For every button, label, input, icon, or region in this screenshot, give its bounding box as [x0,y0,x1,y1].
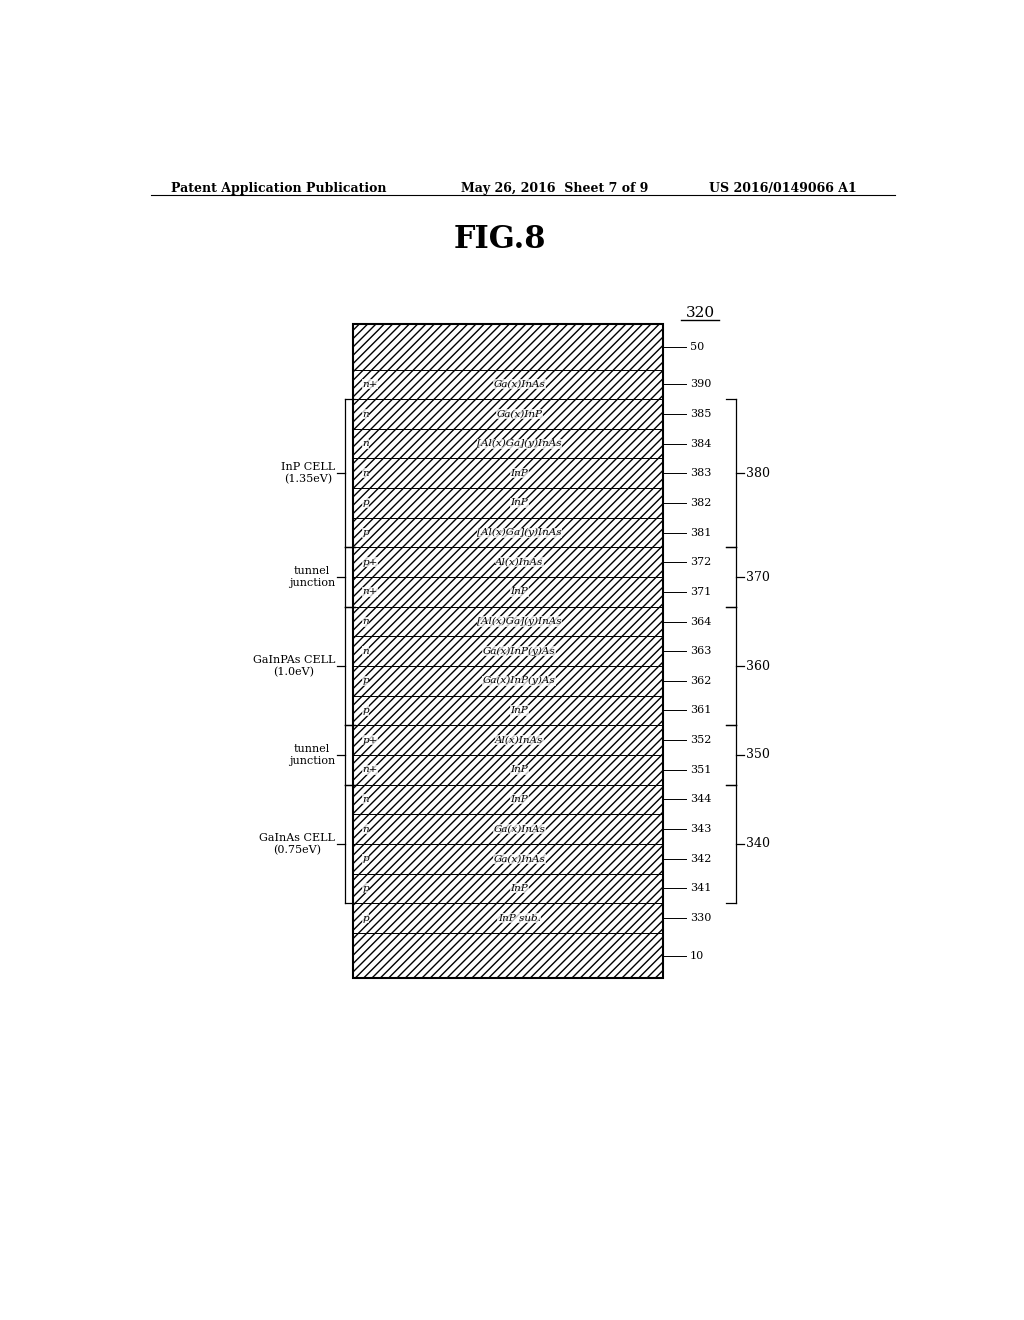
Text: 50: 50 [690,342,705,351]
Bar [352,755,663,784]
Text: Ga(x)InP(y)As: Ga(x)InP(y)As [483,647,556,656]
Text: n: n [362,795,369,804]
Bar [352,429,663,458]
Text: n: n [362,647,369,656]
Text: May 26, 2016  Sheet 7 of 9: May 26, 2016 Sheet 7 of 9 [461,182,648,194]
Bar [352,323,663,370]
Bar [352,636,663,667]
Text: InP: InP [511,469,528,478]
Bar [352,784,663,814]
Text: 330: 330 [690,913,712,923]
Bar [352,577,663,607]
Text: 320: 320 [685,306,715,321]
Text: n: n [362,440,369,449]
Bar [352,458,663,488]
Text: p: p [362,499,369,507]
Text: InP: InP [511,884,528,892]
Text: 362: 362 [690,676,712,686]
Text: InP: InP [511,587,528,597]
Text: Ga(x)InP: Ga(x)InP [497,409,543,418]
Text: p: p [362,706,369,715]
Bar [352,548,663,577]
Text: n: n [362,409,369,418]
Text: Ga(x)InAs: Ga(x)InAs [494,854,546,863]
Text: 360: 360 [746,660,770,672]
Text: n+: n+ [362,587,378,597]
Text: 371: 371 [690,587,711,597]
Text: p+: p+ [362,735,378,744]
Text: [Al(x)Ga](y)InAs: [Al(x)Ga](y)InAs [477,528,562,537]
Text: 390: 390 [690,379,712,389]
Text: 380: 380 [746,467,770,480]
Text: US 2016/0149066 A1: US 2016/0149066 A1 [710,182,857,194]
Text: n: n [362,825,369,833]
Text: InP sub.: InP sub. [498,913,541,923]
Text: InP CELL
(1.35eV): InP CELL (1.35eV) [281,462,335,484]
Bar [352,903,663,933]
Text: p: p [362,913,369,923]
Text: Al(x)InAs: Al(x)InAs [496,558,544,566]
Text: n+: n+ [362,766,378,775]
Text: Patent Application Publication: Patent Application Publication [171,182,386,194]
Bar [352,607,663,636]
Text: Al(x)InAs: Al(x)InAs [496,735,544,744]
Bar [352,725,663,755]
Text: p: p [362,854,369,863]
Text: 361: 361 [690,705,712,715]
Bar [352,843,663,874]
Bar [352,323,663,978]
Text: 350: 350 [746,748,770,762]
Text: tunnel
junction: tunnel junction [289,566,335,587]
Text: 352: 352 [690,735,712,744]
Text: n: n [362,469,369,478]
Text: 344: 344 [690,795,712,804]
Text: [Al(x)Ga](y)InAs: [Al(x)Ga](y)InAs [477,616,562,626]
Text: InP: InP [511,766,528,775]
Text: p: p [362,528,369,537]
Bar [352,488,663,517]
Text: 382: 382 [690,498,712,508]
Text: GaInPAs CELL
(1.0eV): GaInPAs CELL (1.0eV) [253,655,335,677]
Bar [352,696,663,725]
Text: GaInAs CELL
(0.75eV): GaInAs CELL (0.75eV) [259,833,335,855]
Text: 340: 340 [746,837,770,850]
Text: 384: 384 [690,438,712,449]
Text: 351: 351 [690,764,712,775]
Text: n+: n+ [362,380,378,389]
Text: p+: p+ [362,558,378,566]
Text: 370: 370 [746,570,770,583]
Bar [352,874,663,903]
Text: InP: InP [511,706,528,715]
Text: [Al(x)Ga](y)InAs: [Al(x)Ga](y)InAs [477,440,562,449]
Text: 10: 10 [690,950,705,961]
Text: 383: 383 [690,469,712,478]
Bar [352,399,663,429]
Text: n: n [362,616,369,626]
Text: p: p [362,676,369,685]
Text: Ga(x)InAs: Ga(x)InAs [494,380,546,389]
Bar [352,667,663,696]
Text: 381: 381 [690,528,712,537]
Text: 364: 364 [690,616,712,627]
Text: p: p [362,884,369,892]
Text: 341: 341 [690,883,712,894]
Text: 385: 385 [690,409,712,418]
Text: Ga(x)InAs: Ga(x)InAs [494,825,546,833]
Text: tunnel
junction: tunnel junction [289,744,335,766]
Text: InP: InP [511,499,528,507]
Text: 342: 342 [690,854,712,863]
Text: InP: InP [511,795,528,804]
Text: FIG.8: FIG.8 [454,224,546,255]
Text: 363: 363 [690,647,712,656]
Bar [352,370,663,399]
Text: 372: 372 [690,557,711,568]
Bar [352,814,663,843]
Bar [352,517,663,548]
Bar [352,933,663,978]
Text: Ga(x)InP(y)As: Ga(x)InP(y)As [483,676,556,685]
Text: 343: 343 [690,824,712,834]
